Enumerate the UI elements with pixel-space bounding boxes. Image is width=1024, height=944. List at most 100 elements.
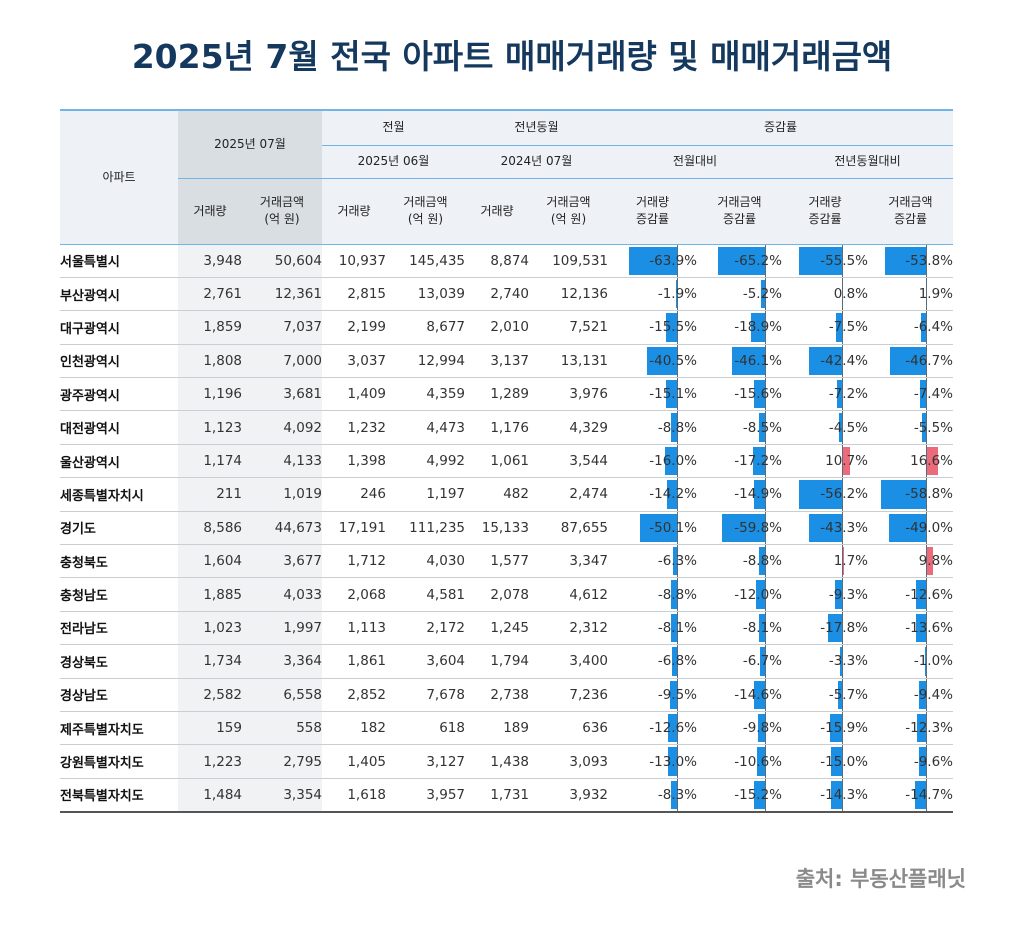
cell-region: 제주특별자치도	[60, 722, 144, 738]
cell-region: 대구광역시	[60, 321, 120, 337]
cell-rate-r3: -42.4%	[782, 344, 868, 378]
rate-value: -6.3%	[657, 553, 698, 570]
cell-v2: 1,061	[490, 453, 529, 470]
cell-rate-r3: -14.3%	[782, 778, 868, 811]
table-row: 광주광역시 1,196 3,681 1,409 4,359 1,289 3,976 -15.1…	[60, 377, 954, 411]
rate-value: -46.7%	[905, 352, 954, 369]
cell-rate-r2: -18.9%	[697, 311, 782, 344]
cell-region: 강원특별자치도	[60, 756, 144, 772]
cell-a1: 4,473	[426, 419, 465, 436]
rate-axis	[925, 745, 927, 778]
rate-bar	[918, 680, 926, 709]
cell-v0: 159	[178, 711, 242, 745]
rate-axis	[765, 344, 767, 378]
header-prev-month: 전월	[322, 110, 465, 146]
cell-rate-r1: -8.8%	[608, 578, 697, 611]
rate-axis	[677, 578, 679, 611]
rate-bar	[667, 713, 678, 743]
rate-axis	[677, 378, 679, 411]
cell-v2: 1,438	[490, 753, 529, 770]
cell-region: 충청남도	[60, 589, 108, 605]
rate-axis	[842, 344, 844, 378]
table-row: 경상남도 2,582 6,558 2,852 7,678 2,738 7,236 -9.5% -…	[60, 678, 954, 712]
rate-bar	[836, 313, 843, 342]
table-row: 제주특별자치도 159 558 182 618 189 636 -12.6% -9.8% -15.…	[60, 711, 954, 745]
rate-bar	[798, 480, 843, 509]
rate-axis	[677, 344, 679, 378]
header-change-rate: 증감률	[608, 110, 954, 146]
rate-value: 1.7%	[833, 553, 869, 570]
cell-rate-r3: -7.5%	[782, 311, 868, 344]
rate-axis	[842, 711, 844, 745]
cell-region: 경상북도	[60, 655, 108, 671]
table-row: 울산광역시 1,174 4,133 1,398 4,992 1,061 3,544 -16.0…	[60, 444, 954, 478]
cell-rate-r2: -46.1%	[697, 344, 782, 378]
rate-value: -53.8%	[905, 252, 954, 269]
rate-bar	[828, 613, 843, 643]
cell-rate-r1: -15.1%	[608, 378, 697, 411]
rate-axis	[842, 244, 844, 277]
cell-a0: 4,092	[242, 410, 322, 445]
cell-rate-r2: -8.5%	[697, 411, 782, 444]
cell-v0: 1,196	[178, 377, 242, 411]
cell-rate-r2: -17.2%	[697, 444, 782, 478]
cell-rate-r3: -17.8%	[782, 611, 868, 645]
rate-axis	[925, 277, 927, 311]
rate-bar	[751, 313, 765, 342]
rate-axis	[842, 511, 844, 545]
rate-bar	[837, 680, 843, 709]
rate-bar	[829, 713, 843, 743]
rate-bar	[671, 780, 678, 809]
apartment-trade-table: 아파트 2025년 07월 전월 전년동월 증감률 2025년 06월 2024…	[60, 109, 954, 815]
rate-bar	[646, 346, 678, 376]
rate-value: -6.4%	[913, 319, 954, 336]
rate-bar	[838, 413, 843, 442]
table-row: 서울특별시 3,948 50,604 10,937 145,435 8,874 109,53…	[60, 244, 954, 278]
header-amount-prev-month: 거래금액 (억 원)	[403, 195, 448, 226]
cell-v0: 1,808	[178, 344, 242, 378]
cell-v2: 2,078	[490, 586, 529, 603]
rate-bar	[799, 246, 843, 275]
cell-rate-r4: -13.6%	[868, 611, 953, 645]
cell-rate-r3: -5.7%	[782, 678, 868, 711]
cell-a0: 3,354	[242, 778, 322, 812]
cell-rate-r4: 1.9%	[868, 277, 953, 311]
header-region: 아파트	[60, 110, 178, 245]
header-rate-vol-year: 거래량 증감률	[808, 195, 842, 226]
cell-v1: 2,852	[347, 686, 386, 703]
cell-v2: 1,176	[490, 419, 529, 436]
rate-bar	[639, 513, 678, 543]
rate-value: -16.0%	[649, 453, 698, 470]
table-row: 인천광역시 1,808 7,000 3,037 12,994 3,137 13,131 -40…	[60, 344, 954, 378]
rate-axis	[842, 745, 844, 778]
rate-bar	[925, 446, 939, 476]
cell-rate-r2: -8.1%	[697, 611, 782, 645]
rate-value: -8.8%	[742, 553, 783, 570]
cell-region: 울산광역시	[60, 455, 120, 471]
rate-bar	[672, 547, 678, 576]
rate-axis	[925, 578, 927, 611]
cell-v2: 1,577	[490, 553, 529, 570]
rate-value: 10.7%	[825, 453, 869, 470]
cell-rate-r4: -9.4%	[868, 678, 953, 711]
rate-value: -14.3%	[820, 786, 869, 803]
table-header: 아파트 2025년 07월 전월 전년동월 증감률 2025년 06월 2024…	[60, 110, 954, 245]
cell-v1: 17,191	[338, 519, 386, 536]
cell-rate-r3: -15.9%	[782, 711, 868, 745]
cell-v0: 2,761	[178, 277, 242, 311]
rate-axis	[842, 411, 844, 444]
cell-rate-r4: -49.0%	[868, 511, 953, 545]
cell-rate-r2: -14.9%	[697, 478, 782, 511]
rate-value: -8.5%	[742, 419, 783, 436]
cell-rate-r1: -6.8%	[608, 645, 697, 678]
cell-a2: 7,236	[569, 686, 609, 703]
header-rate-amt-year: 거래금액 증감률	[888, 195, 933, 226]
cell-rate-r3: -9.3%	[782, 578, 868, 611]
rate-bar	[721, 513, 765, 543]
rate-axis	[765, 611, 767, 645]
rate-axis	[677, 545, 679, 578]
cell-a1: 4,992	[426, 453, 465, 470]
rate-bar	[717, 246, 765, 275]
cell-rate-r4: -6.4%	[868, 311, 953, 344]
rate-value: -9.4%	[913, 686, 954, 703]
